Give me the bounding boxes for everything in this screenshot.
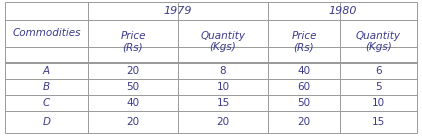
Text: 1980: 1980 (328, 6, 357, 16)
Text: 50: 50 (298, 98, 311, 108)
Text: Quantity
(Kgs): Quantity (Kgs) (200, 31, 246, 52)
Text: B: B (43, 82, 50, 92)
Text: 60: 60 (298, 82, 311, 92)
Text: 15: 15 (372, 117, 385, 127)
Text: Quantity
(Kgs): Quantity (Kgs) (356, 31, 401, 52)
Text: C: C (43, 98, 50, 108)
Text: A: A (43, 66, 50, 76)
Text: Price
(Rs): Price (Rs) (291, 31, 317, 52)
Text: 15: 15 (216, 98, 230, 108)
Text: 1979: 1979 (164, 6, 192, 16)
Text: Price
(Rs): Price (Rs) (120, 31, 146, 52)
Text: Commodities: Commodities (12, 27, 81, 38)
Text: 10: 10 (216, 82, 230, 92)
Text: 20: 20 (127, 117, 140, 127)
Text: 20: 20 (127, 66, 140, 76)
Text: 8: 8 (220, 66, 226, 76)
Text: 20: 20 (216, 117, 230, 127)
Text: 10: 10 (372, 98, 385, 108)
Text: 5: 5 (375, 82, 382, 92)
Text: 6: 6 (375, 66, 382, 76)
Text: 40: 40 (298, 66, 311, 76)
Text: 40: 40 (127, 98, 140, 108)
Text: D: D (43, 117, 51, 127)
Text: 20: 20 (298, 117, 311, 127)
Text: 50: 50 (127, 82, 140, 92)
